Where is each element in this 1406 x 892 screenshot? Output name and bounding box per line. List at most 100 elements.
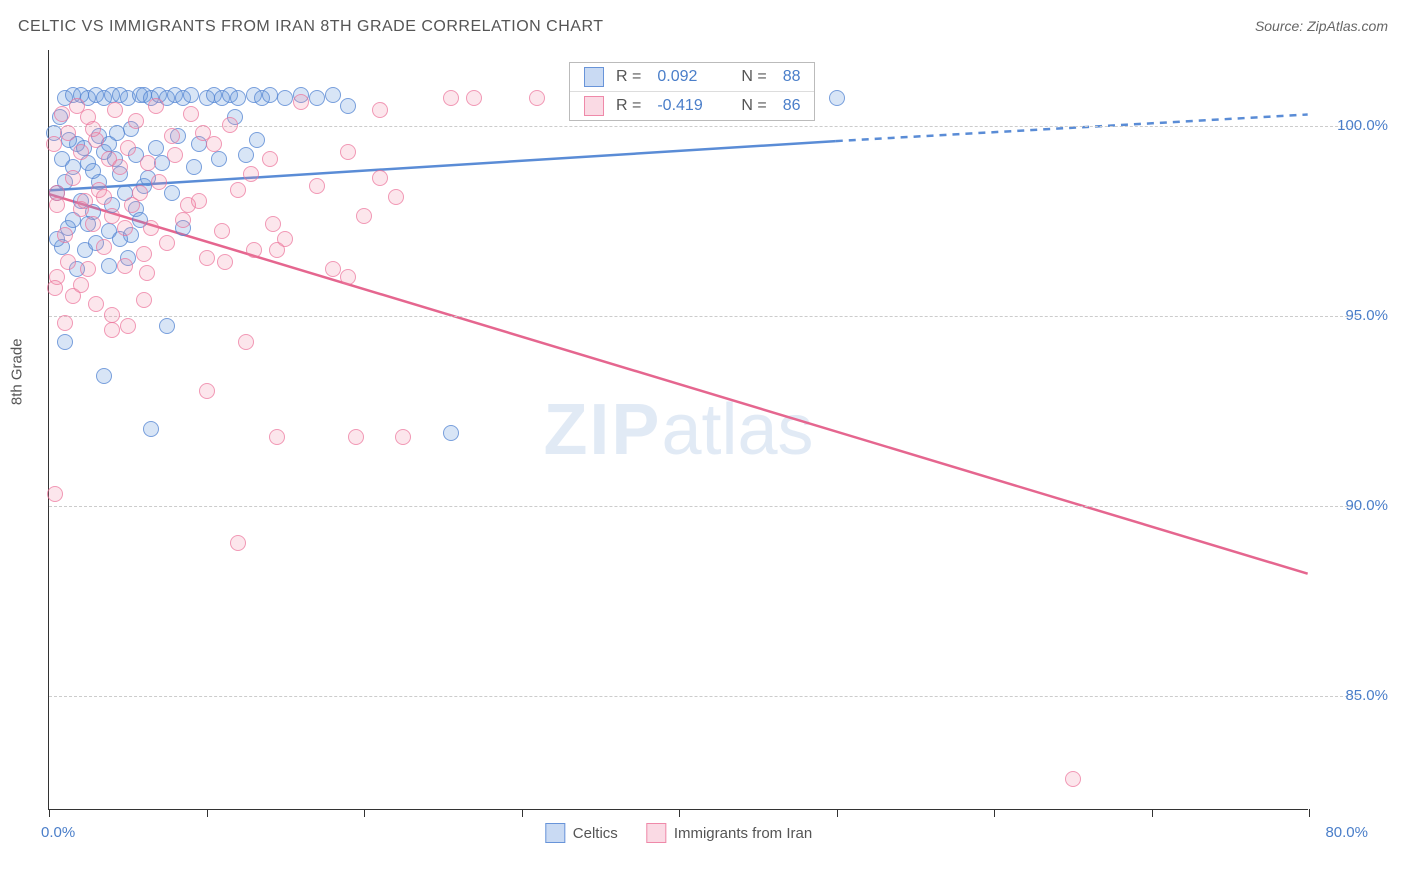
data-point (277, 90, 293, 106)
grid-line (49, 506, 1358, 507)
data-point (325, 87, 341, 103)
data-point (199, 383, 215, 399)
data-point (136, 246, 152, 262)
legend-row-celtics: R = 0.092 N = 88 (570, 63, 814, 92)
data-point (73, 144, 89, 160)
data-point (47, 280, 63, 296)
data-point (85, 163, 101, 179)
data-point (199, 250, 215, 266)
source-attribution: Source: ZipAtlas.com (1255, 18, 1388, 34)
data-point (148, 140, 164, 156)
data-point (262, 151, 278, 167)
data-point (139, 265, 155, 281)
trend-line (836, 115, 1308, 142)
r-value-iran: -0.419 (657, 97, 717, 115)
chart-title: CELTIC VS IMMIGRANTS FROM IRAN 8TH GRADE… (18, 18, 604, 35)
data-point (167, 147, 183, 163)
x-tick (207, 809, 208, 817)
y-axis-title: 8th Grade (9, 338, 26, 405)
data-point (136, 292, 152, 308)
title-bar: CELTIC VS IMMIGRANTS FROM IRAN 8TH GRADE… (18, 18, 1388, 46)
data-point (230, 182, 246, 198)
legend-row-iran: R = -0.419 N = 86 (570, 92, 814, 120)
x-tick (837, 809, 838, 817)
r-value-celtics: 0.092 (657, 68, 717, 86)
data-point (73, 277, 89, 293)
data-point (49, 197, 65, 213)
data-point (57, 334, 73, 350)
data-point (164, 185, 180, 201)
data-point (269, 242, 285, 258)
data-point (195, 125, 211, 141)
legend-item-celtics: Celtics (545, 823, 618, 843)
data-point (372, 170, 388, 186)
data-point (96, 368, 112, 384)
data-point (107, 102, 123, 118)
data-point (104, 322, 120, 338)
data-point (120, 140, 136, 156)
grid-line (49, 316, 1358, 317)
data-point (186, 159, 202, 175)
data-point (143, 220, 159, 236)
swatch-blue (584, 67, 604, 87)
correlation-legend: R = 0.092 N = 88 R = -0.419 N = 86 (569, 62, 815, 121)
data-point (246, 242, 262, 258)
data-point (243, 166, 259, 182)
data-point (356, 208, 372, 224)
data-point (47, 486, 63, 502)
watermark: ZIPatlas (543, 389, 813, 471)
data-point (230, 535, 246, 551)
data-point (140, 155, 156, 171)
data-point (54, 106, 70, 122)
series-legend: Celtics Immigrants from Iran (545, 823, 812, 843)
data-point (151, 174, 167, 190)
data-point (293, 94, 309, 110)
data-point (132, 185, 148, 201)
data-point (112, 159, 128, 175)
data-point (466, 90, 482, 106)
data-point (77, 193, 93, 209)
scatter-plot: 8th Grade ZIPatlas R = 0.092 N = 88 R = … (48, 50, 1308, 810)
data-point (238, 334, 254, 350)
data-point (101, 258, 117, 274)
data-point (309, 178, 325, 194)
y-tick-label: 90.0% (1318, 497, 1388, 514)
data-point (340, 144, 356, 160)
data-point (388, 189, 404, 205)
x-tick (364, 809, 365, 817)
data-point (340, 98, 356, 114)
y-tick-label: 100.0% (1318, 117, 1388, 134)
data-point (159, 235, 175, 251)
data-point (180, 197, 196, 213)
legend-item-iran: Immigrants from Iran (646, 823, 812, 843)
data-point (96, 189, 112, 205)
x-tick (522, 809, 523, 817)
data-point (214, 223, 230, 239)
data-point (249, 132, 265, 148)
data-point (183, 106, 199, 122)
data-point (128, 113, 144, 129)
data-point (269, 429, 285, 445)
data-point (117, 220, 133, 236)
data-point (117, 258, 133, 274)
data-point (60, 125, 76, 141)
data-point (60, 254, 76, 270)
data-point (348, 429, 364, 445)
grid-line (49, 696, 1358, 697)
swatch-pink (646, 823, 666, 843)
data-point (829, 90, 845, 106)
data-point (222, 117, 238, 133)
data-point (395, 429, 411, 445)
data-point (85, 121, 101, 137)
data-point (217, 254, 233, 270)
data-point (148, 98, 164, 114)
n-value-iran: 86 (783, 97, 801, 115)
data-point (262, 87, 278, 103)
data-point (443, 90, 459, 106)
data-point (211, 151, 227, 167)
data-point (104, 307, 120, 323)
data-point (65, 170, 81, 186)
n-value-celtics: 88 (783, 68, 801, 86)
x-tick (679, 809, 680, 817)
data-point (57, 227, 73, 243)
